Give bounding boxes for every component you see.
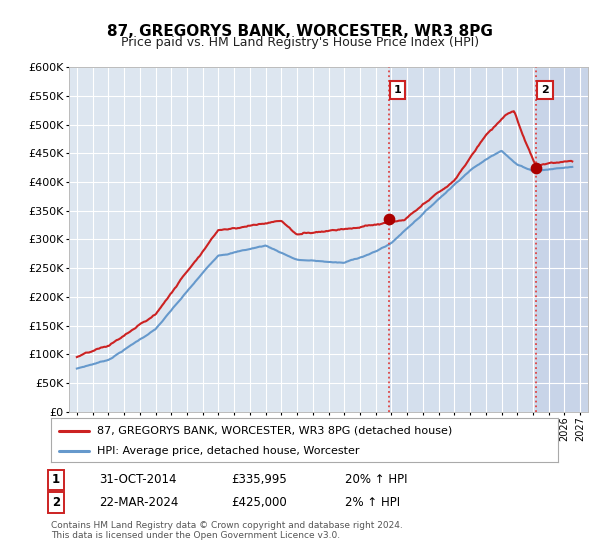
Text: Contains HM Land Registry data © Crown copyright and database right 2024.: Contains HM Land Registry data © Crown c… (51, 521, 403, 530)
Bar (389, 67, 536, 412)
Bar (536, 67, 588, 412)
Text: 1: 1 (394, 85, 401, 95)
Text: £335,995: £335,995 (231, 473, 287, 487)
Text: 20% ↑ HPI: 20% ↑ HPI (345, 473, 407, 487)
Text: 2% ↑ HPI: 2% ↑ HPI (345, 496, 400, 509)
Point (384, 214, 394, 223)
Text: 2: 2 (541, 85, 549, 95)
Text: 22-MAR-2024: 22-MAR-2024 (99, 496, 178, 509)
Text: 87, GREGORYS BANK, WORCESTER, WR3 8PG: 87, GREGORYS BANK, WORCESTER, WR3 8PG (107, 24, 493, 39)
Text: 31-OCT-2014: 31-OCT-2014 (99, 473, 176, 487)
Text: 1: 1 (52, 473, 60, 487)
Text: Price paid vs. HM Land Registry's House Price Index (HPI): Price paid vs. HM Land Registry's House … (121, 36, 479, 49)
Text: HPI: Average price, detached house, Worcester: HPI: Average price, detached house, Worc… (97, 446, 359, 456)
Text: 87, GREGORYS BANK, WORCESTER, WR3 8PG (detached house): 87, GREGORYS BANK, WORCESTER, WR3 8PG (d… (97, 426, 452, 436)
Text: 2: 2 (52, 496, 60, 509)
Point (532, 163, 541, 172)
Text: £425,000: £425,000 (231, 496, 287, 509)
Text: This data is licensed under the Open Government Licence v3.0.: This data is licensed under the Open Gov… (51, 531, 340, 540)
